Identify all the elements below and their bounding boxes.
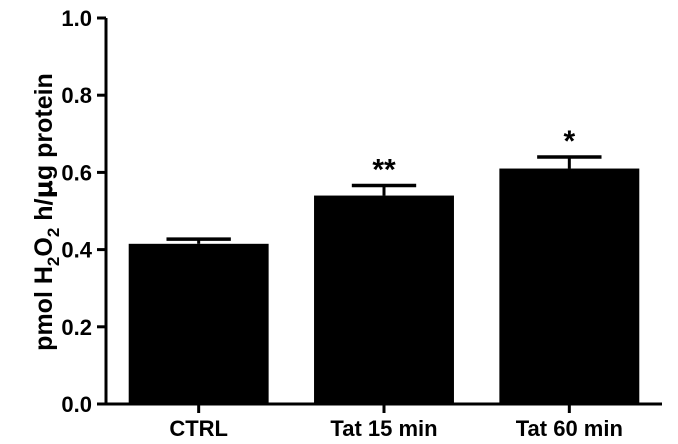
x-category-label: Tat 15 min	[330, 416, 437, 441]
y-label-oxygen: O	[30, 237, 58, 256]
y-label-sub-2: 2	[44, 228, 63, 237]
y-tick-label: 0.0	[61, 392, 92, 417]
y-label-suffix-b: g protein	[30, 73, 58, 180]
y-axis-label-text: pmol H2O2 h/μg protein	[29, 73, 63, 351]
y-label-prefix: pmol H	[30, 266, 58, 351]
significance-marker: *	[563, 125, 575, 158]
y-label-suffix-a: h/	[30, 198, 58, 227]
y-axis: 0.0 0.2 0.4 0.6 0.8 1.0	[61, 6, 108, 417]
y-label-mu: μ	[29, 180, 58, 198]
y-tick-label: 0.8	[61, 83, 92, 108]
bar	[128, 243, 269, 404]
x-category-label: CTRL	[169, 416, 228, 441]
y-tick-label: 0.2	[61, 315, 92, 340]
x-category-label: Tat 60 min	[516, 416, 623, 441]
bar	[314, 195, 454, 404]
y-tick-label: 0.4	[61, 238, 92, 263]
y-tick-label: 1.0	[61, 6, 92, 31]
x-axis: CTRL Tat 15 min Tat 60 min	[104, 402, 662, 441]
significance-marker: **	[372, 154, 396, 187]
y-label-sub-1: 2	[44, 257, 63, 266]
y-tick-label: 0.6	[61, 160, 92, 185]
y-axis-label: pmol H2O2 h/μg protein	[29, 73, 63, 351]
bar	[499, 168, 640, 404]
bars: ***	[128, 125, 640, 404]
